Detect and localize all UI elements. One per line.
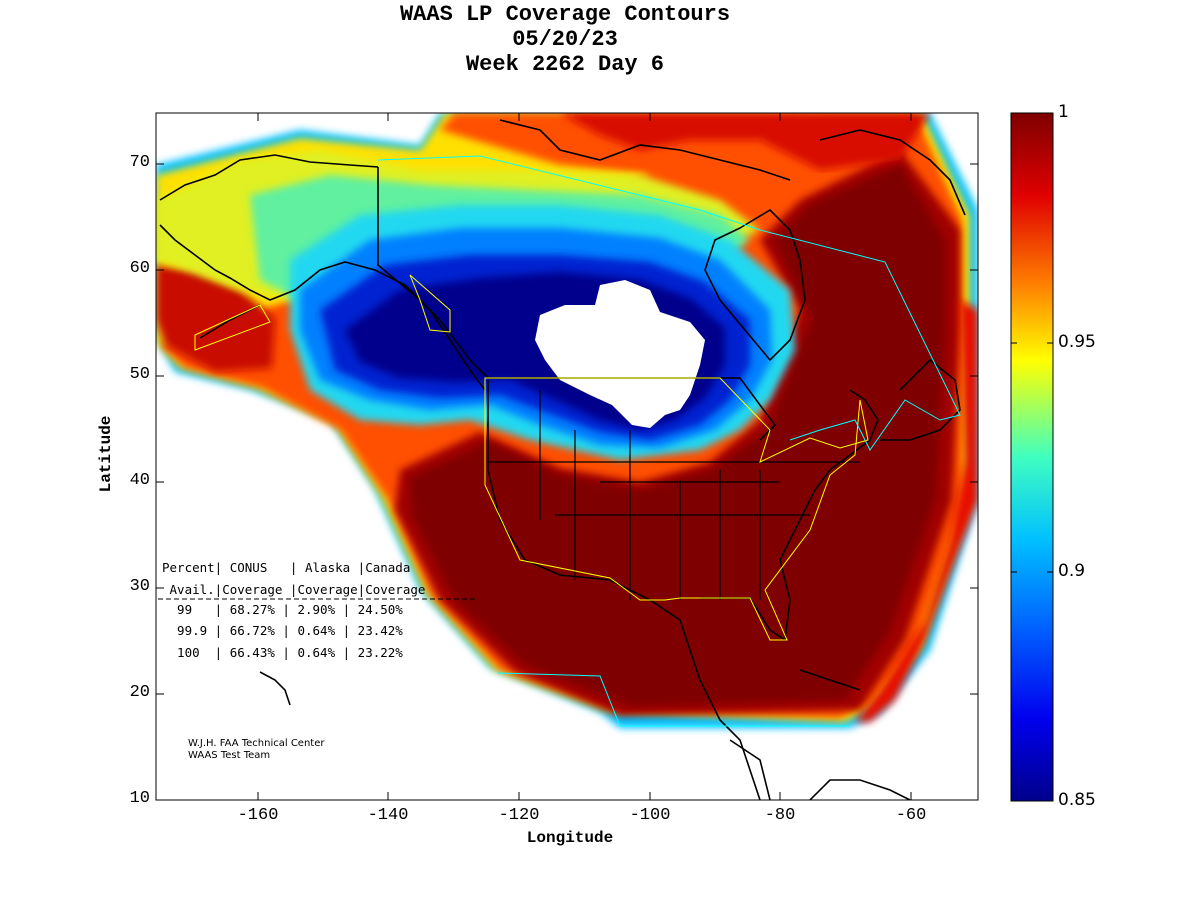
chart-date: 05/20/23 [512, 27, 618, 52]
chart-title: WAAS LP Coverage Contours [399, 2, 731, 27]
colorbar-label-09: 0.9 [1058, 561, 1086, 581]
contour-fill [156, 113, 978, 728]
xtick-140: -140 [367, 806, 409, 825]
credit-line-1: W.J.H. FAA Technical Center [188, 738, 325, 749]
tick-marks [156, 113, 978, 800]
ytick-40: 40 [129, 471, 150, 490]
x-axis-label: Longitude [526, 829, 614, 847]
state-borders [488, 390, 860, 600]
ytick-60: 60 [129, 259, 150, 278]
y-axis-label: Latitude [97, 415, 115, 493]
xtick-100: -100 [629, 806, 671, 825]
stats-row-999: 99.9 | 66.72% | 0.64% | 23.42% [162, 623, 403, 638]
ytick-20: 20 [129, 683, 150, 702]
xtick-60: -60 [895, 806, 927, 825]
xtick-160: -160 [237, 806, 279, 825]
xtick-120: -120 [498, 806, 540, 825]
stats-row-100: 100 | 66.43% | 0.64% | 23.22% [162, 645, 403, 660]
ytick-50: 50 [129, 365, 150, 384]
ytick-70: 70 [129, 153, 150, 172]
colorbar-ticks [1011, 342, 1053, 573]
credit-line-2: WAAS Test Team [188, 750, 271, 761]
ytick-30: 30 [129, 577, 150, 596]
service-boundaries [194, 155, 961, 727]
colorbar-label-085: 0.85 [1058, 790, 1096, 810]
xtick-80: -80 [764, 806, 796, 825]
stats-row-99: 99 | 68.27% | 2.90% | 24.50% [162, 602, 403, 617]
stats-header-2: Avail.|Coverage |Coverage|Coverage [162, 582, 426, 597]
chart-week: Week 2262 Day 6 [465, 52, 665, 77]
colorbar-label-1: 1 [1058, 102, 1069, 122]
stats-header-1: Percent| CONUS | Alaska |Canada [162, 560, 411, 575]
ytick-10: 10 [129, 789, 150, 808]
plot-frame [155, 112, 979, 801]
colorbar-label-095: 0.95 [1058, 332, 1096, 352]
colorbar [1010, 112, 1054, 802]
